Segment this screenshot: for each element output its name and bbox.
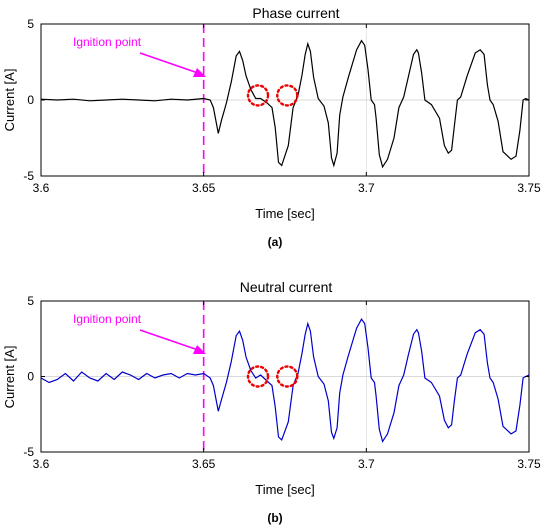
x-tick-label: 3.75 [517, 457, 541, 471]
ignition-label: Ignition point [73, 35, 142, 49]
y-tick-label: -5 [23, 445, 34, 459]
ignition-arrow [139, 52, 199, 74]
highlight-circle [246, 84, 270, 107]
x-tick-group: 3.6 3.65 3.7 3.75 [33, 301, 541, 471]
panel-label: (b) [267, 511, 282, 525]
x-tick-label: 3.7 [358, 457, 375, 471]
x-tick-label: 3.6 [33, 457, 50, 471]
panel-label-text: (b) [267, 511, 282, 525]
y-axis-label: Current [A] [2, 69, 17, 132]
highlight-circle [276, 365, 299, 388]
y-axis-label: Current [A] [2, 346, 17, 409]
x-tick-label: 3.75 [517, 181, 541, 195]
y-tick-group: 5 0 -5 [23, 294, 529, 459]
ignition-arrow-head [193, 345, 206, 354]
phase-current-line [40, 39, 530, 169]
x-tick-group: 3.6 3.65 3.7 3.75 [33, 24, 541, 195]
highlight-circle-group [246, 365, 299, 388]
y-tick-label: -5 [23, 169, 34, 183]
ignition-arrow [139, 329, 199, 351]
y-tick-label: 5 [27, 294, 34, 308]
x-axis-label: Time [sec] [255, 482, 314, 497]
x-tick-label: 3.65 [192, 457, 216, 471]
x-tick-label: 3.7 [358, 181, 375, 195]
panel-a: Phase current Ignition point 50-5 3.6 3.6… [2, 5, 541, 249]
y-tick-label: 0 [27, 93, 34, 107]
y-tick-label: 5 [27, 17, 34, 31]
x-tick-label: 3.6 [33, 181, 50, 195]
neutral-current-line [40, 317, 530, 443]
highlight-circle-group [246, 84, 299, 107]
panel-label: (a) [268, 235, 283, 249]
highlight-circle [276, 84, 299, 107]
ignition-arrow-head [193, 68, 206, 77]
x-axis-label: Time [sec] [255, 206, 314, 221]
panel-b: Neutral current Ignition point 50-5 3.6 3… [2, 279, 541, 525]
ignition-label: Ignition point [73, 312, 142, 326]
highlight-circle [246, 365, 270, 388]
chart-title: Phase current [252, 5, 339, 21]
chart-title: Neutral current [240, 279, 333, 295]
panel-label-text: (a) [268, 235, 283, 249]
y-tick-group: 5 0 -5 [23, 17, 529, 183]
y-tick-label: 0 [27, 370, 34, 384]
x-tick-label: 3.65 [192, 181, 216, 195]
